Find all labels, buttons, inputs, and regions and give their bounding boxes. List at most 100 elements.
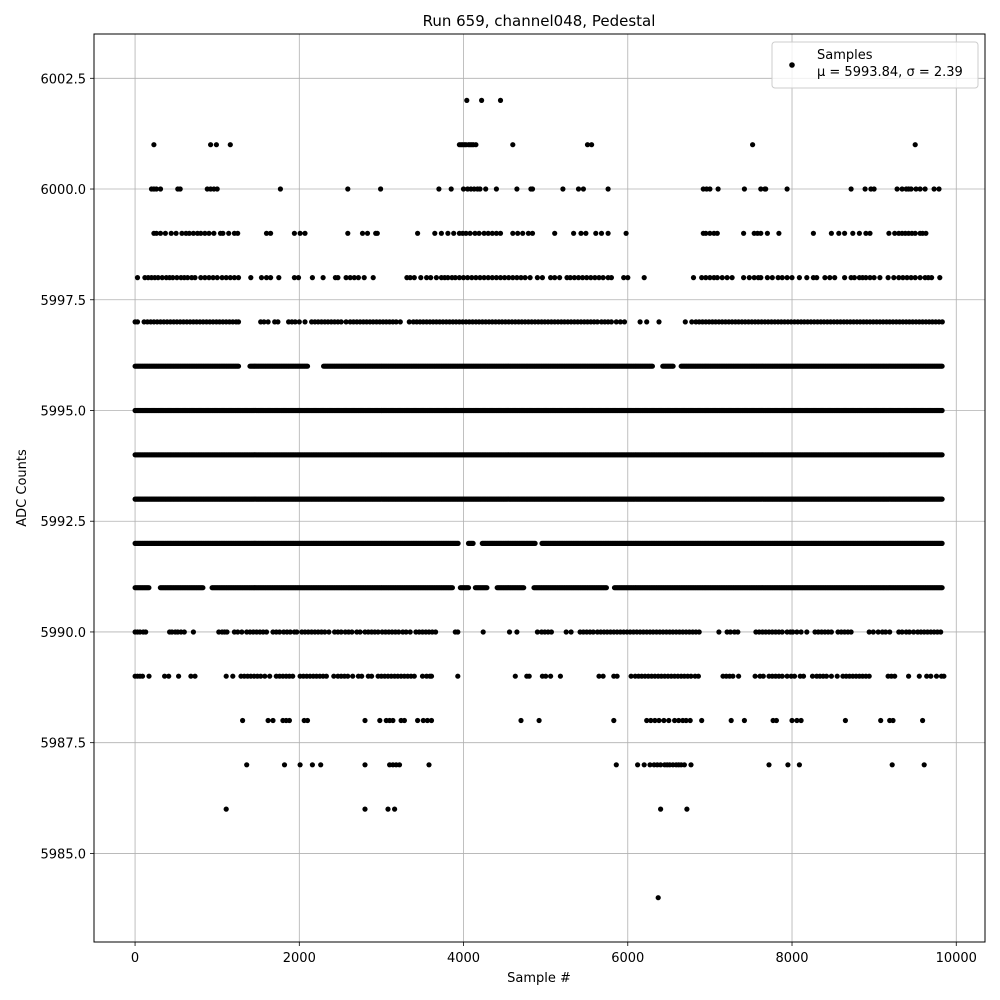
data-point xyxy=(886,230,892,236)
data-point xyxy=(493,275,499,281)
data-point xyxy=(867,230,873,236)
data-point xyxy=(281,762,288,768)
data-point xyxy=(696,629,702,635)
data-point xyxy=(823,673,830,679)
data-point xyxy=(752,673,758,679)
data-point xyxy=(647,762,653,768)
data-point xyxy=(557,275,563,281)
data-point xyxy=(822,275,828,281)
data-point xyxy=(420,717,426,724)
data-point xyxy=(240,717,246,724)
data-point xyxy=(213,142,219,148)
data-point xyxy=(672,717,678,724)
data-point xyxy=(941,673,947,679)
data-point xyxy=(741,275,747,281)
data-point xyxy=(608,275,615,281)
data-point xyxy=(789,275,795,281)
data-point xyxy=(198,230,204,236)
data-point xyxy=(896,275,902,281)
data-point xyxy=(699,275,705,281)
data-point xyxy=(584,275,590,281)
data-point xyxy=(166,673,172,679)
data-point xyxy=(899,186,905,192)
data-point xyxy=(836,230,842,236)
data-point xyxy=(557,673,564,679)
data-point xyxy=(472,230,478,236)
data-point xyxy=(320,275,326,281)
data-point xyxy=(139,673,146,679)
data-point xyxy=(735,629,741,635)
data-point xyxy=(758,230,764,236)
data-point xyxy=(571,230,577,236)
data-point xyxy=(343,319,349,325)
data-point xyxy=(518,717,524,724)
data-point xyxy=(832,275,838,281)
data-point xyxy=(510,275,516,281)
data-point xyxy=(613,319,619,325)
data-point xyxy=(248,275,254,281)
data-point xyxy=(202,275,208,281)
data-point xyxy=(362,762,368,768)
data-point xyxy=(304,363,311,369)
data-point xyxy=(407,629,413,635)
data-point xyxy=(784,673,790,679)
data-point xyxy=(789,717,795,724)
data-point xyxy=(302,319,308,325)
data-point xyxy=(913,186,919,192)
data-point xyxy=(699,717,705,724)
data-point xyxy=(779,629,785,635)
data-point xyxy=(617,319,624,325)
data-point xyxy=(168,230,174,236)
data-point xyxy=(883,629,889,635)
data-point xyxy=(933,673,940,679)
data-point xyxy=(214,186,220,192)
data-point xyxy=(362,717,368,724)
data-point xyxy=(848,186,854,192)
data-point xyxy=(290,673,296,679)
data-point xyxy=(267,673,273,679)
data-point xyxy=(828,230,835,236)
data-point xyxy=(445,230,451,236)
data-point xyxy=(790,629,796,635)
data-point xyxy=(512,673,518,679)
data-point xyxy=(690,275,697,281)
data-point xyxy=(419,673,426,679)
data-point xyxy=(904,275,910,281)
data-point xyxy=(580,186,587,192)
data-point xyxy=(411,275,417,281)
data-point xyxy=(775,275,781,281)
data-point xyxy=(151,142,157,148)
data-point xyxy=(571,275,578,281)
data-point xyxy=(906,673,912,679)
data-point xyxy=(351,275,357,281)
data-point xyxy=(374,230,380,236)
data-point xyxy=(355,275,361,281)
data-point xyxy=(779,673,785,679)
data-point xyxy=(804,275,810,281)
data-point xyxy=(296,319,302,325)
data-point xyxy=(514,186,520,192)
data-point xyxy=(506,629,513,635)
data-point xyxy=(514,629,520,635)
data-point xyxy=(263,629,270,635)
data-point xyxy=(750,142,756,148)
data-point xyxy=(345,230,351,236)
data-point xyxy=(291,230,297,236)
data-point xyxy=(908,186,914,192)
data-point xyxy=(455,540,461,547)
data-point xyxy=(143,629,149,635)
data-point xyxy=(477,275,483,281)
data-point xyxy=(828,629,835,635)
data-point xyxy=(190,230,196,236)
data-point xyxy=(794,717,800,724)
data-point xyxy=(851,275,858,281)
data-point xyxy=(842,717,849,724)
data-point xyxy=(292,319,298,325)
data-point xyxy=(438,230,444,236)
data-point xyxy=(268,230,274,236)
data-point xyxy=(870,629,876,635)
data-point xyxy=(842,230,848,236)
data-point xyxy=(268,275,274,281)
data-point xyxy=(728,717,734,724)
